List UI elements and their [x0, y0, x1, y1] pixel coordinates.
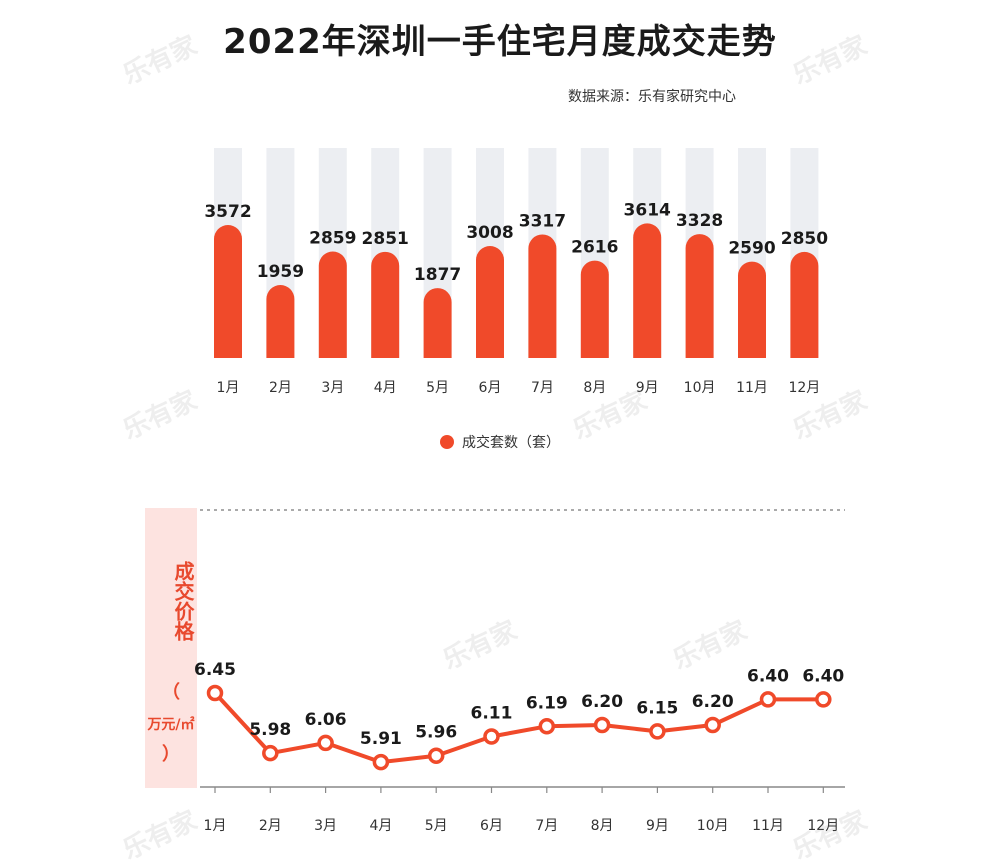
line-data-label: 6.15	[636, 698, 678, 718]
price-axis-unit: 万元/㎡	[147, 717, 195, 733]
legend: 成交套数（套）	[440, 432, 560, 452]
bar-data-label: 2851	[362, 229, 409, 249]
bar	[685, 234, 714, 358]
line-point	[262, 744, 279, 762]
bar-data-label: 3614	[624, 200, 671, 220]
x-tick-label: 7月	[531, 380, 554, 396]
legend-marker	[440, 435, 454, 449]
watermark: 乐有家	[438, 615, 522, 676]
x-tick-label: 6月	[480, 818, 503, 834]
bar-data-label: 2590	[728, 239, 775, 259]
line-point	[317, 734, 334, 752]
legend-label: 成交套数（套）	[462, 435, 560, 451]
x-tick-label: 6月	[479, 380, 502, 396]
bar-chart: 3572 1月 1959 2月 2859 3月 2851 4月 1877 5月 3008 6月 3317…	[204, 148, 828, 396]
watermark: 乐有家	[788, 805, 872, 866]
chart-title: 2022年深圳一手住宅月度成交走势	[223, 22, 777, 62]
bar-data-label: 3328	[676, 211, 723, 231]
bar	[423, 288, 452, 358]
x-tick-label: 10月	[684, 380, 716, 396]
x-tick-label: 12月	[788, 380, 820, 396]
bar-data-label: 3572	[204, 202, 251, 222]
x-tick-label: 10月	[697, 818, 729, 834]
bar-data-label: 1877	[414, 265, 461, 285]
bar-data-label: 1959	[257, 262, 304, 282]
watermark: 乐有家	[668, 615, 752, 676]
bar-data-label: 2850	[781, 229, 828, 249]
line-data-label: 6.40	[802, 666, 844, 686]
line-point	[815, 691, 832, 708]
line-data-label: 5.96	[415, 723, 457, 743]
line-point	[593, 716, 611, 734]
line-point	[427, 747, 445, 764]
x-tick-label: 1月	[204, 818, 227, 834]
x-tick-label: 9月	[636, 380, 659, 396]
watermark: 乐有家	[118, 805, 202, 866]
line-point	[538, 718, 556, 735]
bar	[371, 251, 400, 358]
line-point	[483, 728, 500, 745]
price-axis-panel: 成交价格 （ 万元/㎡ ）	[145, 508, 197, 788]
x-tick-label: 7月	[535, 818, 558, 834]
price-line	[213, 691, 824, 765]
bar-data-label: 2616	[571, 238, 618, 258]
bar-data-label: 3317	[519, 211, 566, 231]
x-tick-label: 12月	[807, 818, 839, 834]
line-point	[704, 716, 721, 734]
price-axis-paren-close: ）	[162, 744, 180, 765]
line-data-label: 5.98	[249, 720, 291, 740]
x-tick-label: 5月	[426, 380, 449, 396]
bar	[318, 251, 347, 358]
x-tick-label: 11月	[736, 380, 768, 396]
x-tick-label: 9月	[646, 818, 669, 834]
x-tick-label: 3月	[314, 818, 337, 834]
x-tick-label: 2月	[269, 380, 292, 396]
bar	[738, 261, 766, 358]
line-data-label: 6.06	[305, 710, 347, 730]
line-data-label: 6.19	[526, 693, 568, 713]
price-axis-paren-open: （	[162, 682, 180, 703]
bar	[266, 285, 295, 358]
line-data-label: 6.45	[194, 660, 236, 680]
x-tick-label: 4月	[374, 380, 397, 396]
line-data-label: 6.40	[747, 666, 789, 686]
bar	[790, 251, 819, 358]
x-tick-label: 1月	[217, 380, 240, 396]
line-point	[759, 691, 777, 708]
x-tick-label: 2月	[259, 818, 282, 834]
line-point	[649, 723, 666, 740]
bar	[528, 234, 557, 358]
bar	[214, 225, 242, 358]
x-tick-label: 4月	[369, 818, 392, 834]
bar	[633, 223, 662, 358]
x-tick-label: 3月	[321, 380, 344, 396]
bar-data-label: 3008	[466, 223, 513, 243]
line-data-label: 6.20	[581, 692, 623, 712]
data-source: 数据来源：乐有家研究中心	[568, 89, 736, 105]
x-tick-label: 8月	[591, 818, 614, 834]
bar	[580, 260, 609, 358]
bar	[476, 246, 504, 358]
x-tick-label: 5月	[425, 818, 448, 834]
price-axis-label: 成交价格	[171, 561, 195, 641]
x-tick-label: 11月	[752, 818, 784, 834]
line-data-label: 5.91	[360, 729, 402, 749]
x-tick-label: 8月	[583, 380, 606, 396]
line-data-label: 6.11	[471, 704, 513, 724]
line-point	[372, 753, 390, 771]
bar-data-label: 2859	[309, 229, 356, 249]
line-data-label: 6.20	[692, 692, 734, 712]
line-point	[206, 684, 224, 702]
